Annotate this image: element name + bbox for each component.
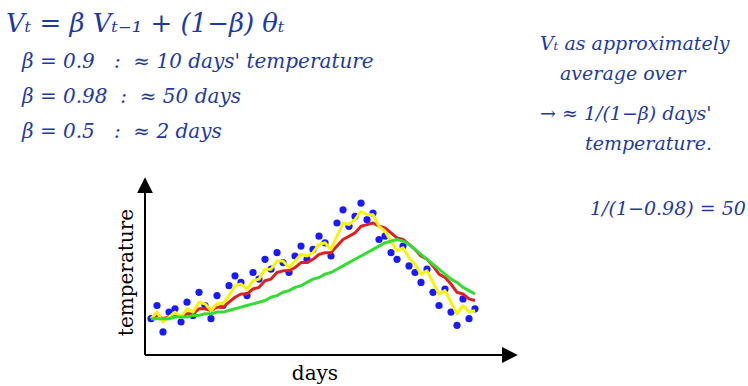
- annotation: Vₜ = β Vₜ₋₁ + (1−β) θₜ: [6, 8, 285, 38]
- annotation: β = 0.98 : ≈ 50 days: [21, 84, 241, 108]
- data-point: [249, 269, 256, 276]
- data-point: [453, 322, 460, 329]
- annotation: temperature.: [585, 132, 712, 154]
- x-axis-title: days: [292, 361, 338, 385]
- data-point: [207, 315, 214, 322]
- data-point: [405, 262, 412, 269]
- data-point: [465, 315, 472, 322]
- data-point: [225, 282, 232, 289]
- data-point: [297, 243, 304, 250]
- y-axis: [145, 190, 146, 355]
- scatter-series: [147, 200, 478, 336]
- annotation: Vₜ as approximately: [540, 32, 730, 54]
- data-point: [339, 206, 346, 213]
- data-point: [273, 249, 280, 256]
- data-point: [357, 200, 364, 207]
- data-point: [195, 289, 202, 296]
- line-series: [151, 240, 475, 319]
- annotations: Vₜ = β Vₜ₋₁ + (1−β) θₜ β = 0.9 : ≈ 10 day…: [6, 8, 746, 219]
- plot-area: [147, 200, 478, 336]
- data-point: [153, 302, 160, 309]
- data-point: [183, 299, 190, 306]
- axis-line: [144, 190, 146, 355]
- chart: Vₜ = β Vₜ₋₁ + (1−β) θₜ β = 0.9 : ≈ 10 day…: [0, 0, 748, 386]
- data-point: [333, 219, 340, 226]
- data-point: [177, 318, 184, 325]
- y-axis-title: temperature: [114, 209, 138, 336]
- annotation: β = 0.5 : ≈ 2 days: [21, 119, 222, 143]
- data-point: [387, 249, 394, 256]
- data-point: [363, 216, 370, 223]
- data-point: [315, 233, 322, 240]
- data-point: [159, 328, 166, 335]
- data-point: [261, 256, 268, 263]
- data-point: [213, 292, 220, 299]
- annotation: 1/(1−0.98) = 50: [590, 197, 746, 219]
- data-point: [393, 256, 400, 263]
- data-point: [231, 272, 238, 279]
- data-point: [435, 302, 442, 309]
- line-series: [151, 211, 475, 322]
- data-point: [417, 279, 424, 286]
- annotation: → ≈ 1/(1−β) days': [540, 102, 711, 124]
- x-axis: [145, 355, 505, 356]
- annotation: average over: [560, 62, 688, 84]
- annotation: β = 0.9 : ≈ 10 days' temperature: [21, 49, 374, 73]
- axis-line: [145, 354, 505, 356]
